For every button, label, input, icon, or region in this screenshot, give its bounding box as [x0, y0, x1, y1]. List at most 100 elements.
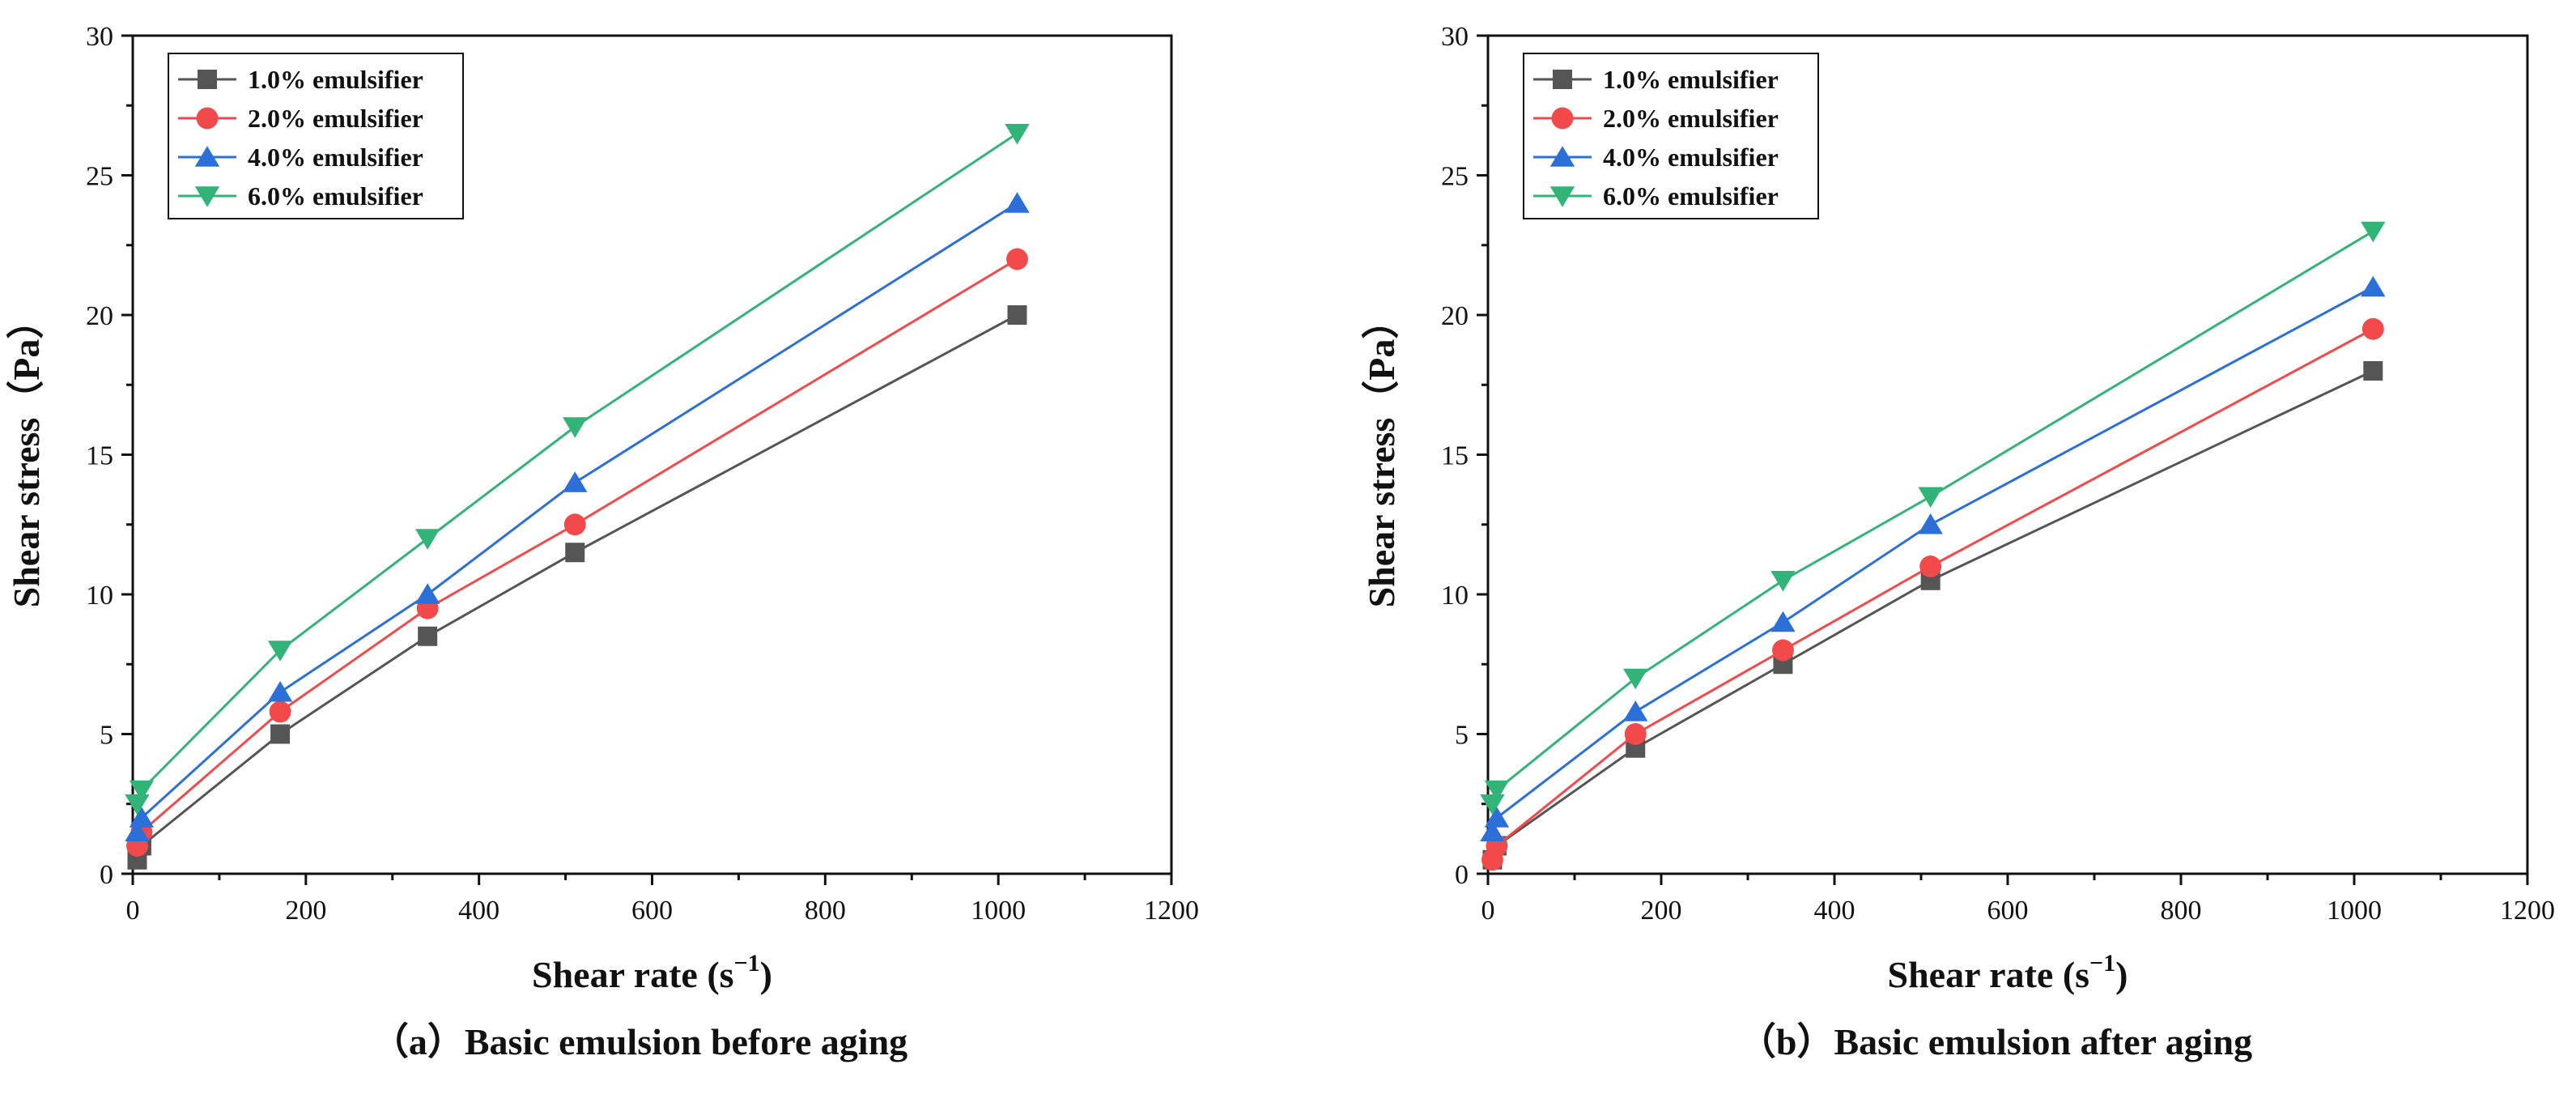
y-axis-label: Shear stress（Pa） — [1361, 302, 1402, 608]
x-axis-label: Shear rate (s−1) — [532, 950, 772, 995]
data-point — [269, 700, 291, 723]
panel-caption: （a）Basic emulsion before aging — [372, 1021, 908, 1062]
data-point — [1480, 794, 1505, 815]
x-axis-label-text: Shear rate (s — [1888, 954, 2090, 995]
legend-label-4: 6.0% emulsifier — [248, 181, 423, 211]
data-point — [1006, 248, 1028, 270]
data-point — [1007, 305, 1027, 325]
data-point — [1480, 820, 1505, 841]
legend-label-4: 6.0% emulsifier — [1603, 181, 1779, 211]
legend-label-2: 2.0% emulsifier — [248, 104, 423, 133]
x-tick-label: 400 — [1814, 896, 1855, 926]
data-point — [2363, 361, 2383, 381]
y-tick-label: 0 — [100, 860, 113, 890]
series-line-2 — [1491, 327, 2374, 861]
data-point — [1005, 192, 1030, 213]
legend-label-1: 1.0% emulsifier — [1603, 65, 1779, 94]
x-tick-label: 1200 — [2500, 896, 2555, 926]
y-tick-label: 20 — [1441, 301, 1469, 331]
data-point — [1919, 556, 1942, 577]
y-tick-label: 20 — [86, 301, 113, 331]
legend-label-3: 4.0% emulsifier — [1603, 143, 1779, 172]
y-tick-label: 10 — [86, 581, 113, 611]
data-point — [267, 641, 293, 662]
data-point — [563, 417, 588, 438]
data-point — [1623, 668, 1648, 690]
data-point — [1918, 513, 1943, 534]
x-tick-label: 600 — [631, 896, 673, 926]
chart-panel-b: 0 200 400 600 800 1000 1200 0 5 10 15 20 25 30 Shear r… — [1361, 22, 2555, 1062]
data-point — [563, 513, 586, 536]
x-tick-label: 200 — [285, 896, 326, 926]
data-point — [1772, 639, 1794, 662]
legend-label-3: 4.0% emulsifier — [248, 143, 423, 172]
y-tick-label: 25 — [86, 162, 113, 192]
data-point — [1484, 807, 1510, 828]
legend-box — [168, 53, 464, 219]
data-point — [1484, 780, 1510, 802]
data-point — [129, 780, 155, 802]
data-point — [1005, 124, 1030, 145]
x-axis-label-superscript: −1 — [734, 950, 760, 977]
x-tick-label: 1000 — [2327, 896, 2382, 926]
data-point — [270, 724, 291, 744]
panel-caption: （b）Basic emulsion after aging — [1739, 1021, 2252, 1062]
y-tick-label: 30 — [1441, 22, 1469, 52]
data-point — [418, 626, 438, 646]
x-tick-label: 0 — [1481, 896, 1495, 926]
series-line-1 — [1491, 369, 2374, 861]
data-point — [2361, 221, 2386, 243]
legend-marker-1 — [198, 70, 217, 89]
y-tick-label: 15 — [86, 441, 113, 471]
y-tick-label: 15 — [1441, 441, 1469, 471]
y-axis-label: Shear stress（Pa） — [6, 302, 47, 608]
x-tick-label: 400 — [458, 896, 499, 926]
x-tick-label: 600 — [1987, 896, 2029, 926]
legend-marker-1 — [1553, 70, 1572, 89]
x-axis-label-superscript: −1 — [2089, 950, 2115, 977]
x-tick-label: 800 — [805, 896, 846, 926]
y-tick-label: 0 — [1455, 860, 1469, 890]
y-tick-label: 25 — [1441, 162, 1469, 192]
legend-label-1: 1.0% emulsifier — [248, 65, 423, 94]
data-point — [1770, 571, 1796, 592]
data-point — [2361, 317, 2384, 340]
x-tick-label: 200 — [1641, 896, 1682, 926]
y-tick-label: 30 — [86, 22, 113, 52]
data-point — [563, 471, 588, 492]
data-point — [267, 680, 293, 702]
chart-panel-a: 0 200 400 600 800 1000 1200 0 5 10 15 20 25 30 Shear r… — [6, 22, 1199, 1062]
data-point — [2361, 275, 2386, 297]
x-tick-label: 1200 — [1144, 896, 1199, 926]
data-point — [1770, 611, 1796, 632]
x-tick-label: 0 — [126, 896, 140, 926]
x-axis-label-text: Shear rate (s — [532, 954, 734, 995]
legend-marker-4 — [1549, 186, 1575, 207]
y-tick-label: 5 — [100, 721, 113, 751]
x-tick-label: 1000 — [971, 896, 1026, 926]
x-axis-label-close: ) — [760, 954, 772, 995]
data-point — [125, 820, 150, 841]
data-point — [1623, 700, 1648, 722]
legend-box — [1523, 53, 1819, 219]
x-axis-label: Shear rate (s−1) — [1888, 950, 2128, 995]
legend-label-2: 2.0% emulsifier — [1603, 104, 1779, 133]
data-point — [1918, 487, 1943, 509]
series-line-1 — [136, 313, 1018, 861]
data-point — [414, 529, 440, 550]
legend-marker-3 — [194, 146, 220, 167]
x-axis-label-close: ) — [2115, 954, 2128, 995]
data-point — [414, 583, 440, 604]
x-tick-label: 800 — [2161, 896, 2202, 926]
legend-marker-4 — [194, 186, 220, 207]
y-tick-label: 10 — [1441, 581, 1469, 611]
legend-marker-2 — [1551, 107, 1574, 130]
legend-marker-2 — [196, 107, 219, 130]
data-point — [129, 807, 155, 828]
data-point — [565, 543, 585, 563]
data-point — [1624, 723, 1647, 745]
data-point — [125, 794, 150, 815]
legend-marker-3 — [1549, 146, 1575, 167]
